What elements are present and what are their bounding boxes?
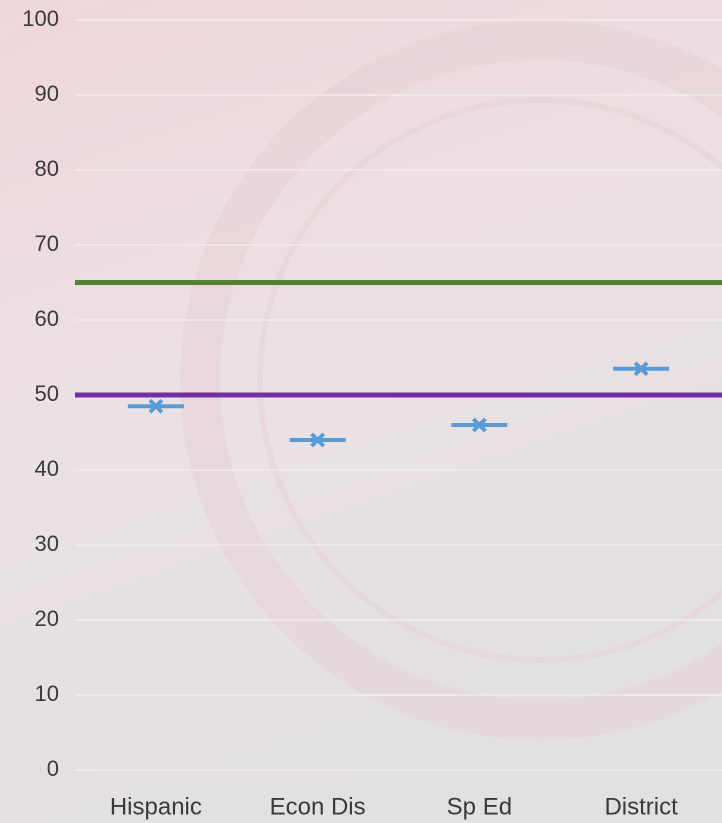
y-tick-label: 90 xyxy=(35,81,59,106)
marker-cross xyxy=(148,398,164,414)
y-tick-label: 100 xyxy=(22,6,59,31)
y-tick-label: 70 xyxy=(35,231,59,256)
y-tick-label: 10 xyxy=(35,681,59,706)
y-tick-label: 60 xyxy=(35,306,59,331)
plot: 0 10 20 30 40 50 60 70 80 90 100 Hispanic Econ Dis Sp… xyxy=(22,6,722,820)
y-tick-label: 20 xyxy=(35,606,59,631)
watermark xyxy=(180,20,722,740)
marker-cross xyxy=(310,432,326,448)
x-tick-label: Hispanic xyxy=(110,793,202,820)
y-tick-label: 40 xyxy=(35,456,59,481)
x-tick-label: Sp Ed xyxy=(447,793,512,820)
y-tick-label: 50 xyxy=(35,381,59,406)
marker xyxy=(451,417,508,433)
x-tick-label: District xyxy=(604,793,678,820)
watermark xyxy=(257,97,722,663)
marker-cross xyxy=(471,417,487,433)
y-tick-label: 0 xyxy=(47,756,59,781)
marker xyxy=(127,398,184,414)
y-tick-label: 30 xyxy=(35,531,59,556)
marker xyxy=(289,432,346,448)
y-tick-label: 80 xyxy=(35,156,59,181)
x-tick-label: Econ Dis xyxy=(270,793,366,820)
marker xyxy=(613,361,670,377)
marker-cross xyxy=(633,361,649,377)
